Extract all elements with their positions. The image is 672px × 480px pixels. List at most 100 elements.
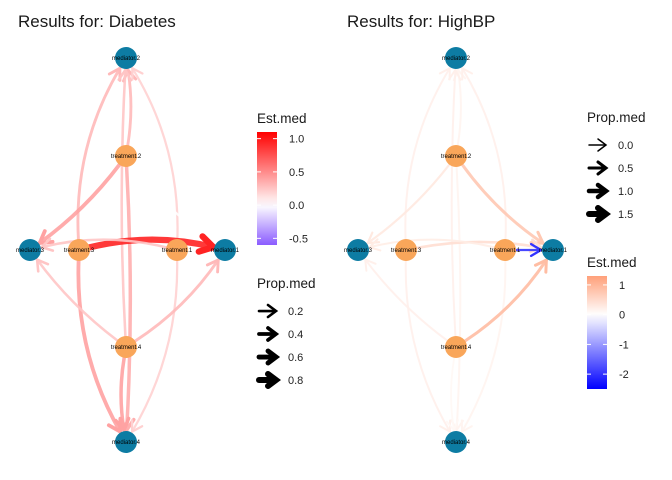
color-scale-bar <box>587 276 607 389</box>
edge-arrowhead <box>448 68 462 81</box>
edge-arrowhead <box>533 257 548 274</box>
node-treatment-3: treatment.3 <box>391 239 422 261</box>
legend-title: Prop.med <box>587 110 646 125</box>
edge-treatment.1-to-mediator.3 <box>367 238 496 252</box>
legend-prop-med: Prop.med 0.2 0.4 0.6 0.8 <box>256 276 316 389</box>
edge-path <box>461 67 507 241</box>
panel-title: Results for: Diabetes <box>18 12 176 31</box>
width-key-label: 1.5 <box>618 209 633 221</box>
edge-arrowhead <box>39 237 55 252</box>
color-scale-label: 0 <box>619 310 625 322</box>
node-label: treatment.1 <box>162 248 193 254</box>
node-treatment-1: treatment.1 <box>490 239 521 261</box>
node-label: treatment.3 <box>64 248 95 254</box>
edge-arrowhead <box>131 66 144 81</box>
edge-treatment.4-to-mediator.3 <box>364 258 449 342</box>
edge-treatment.1-to-mediator.1 <box>514 242 544 258</box>
edge-arrowhead <box>114 416 131 434</box>
legend-title: Prop.med <box>257 276 316 291</box>
edge-path <box>463 258 548 343</box>
mediator-node-circle <box>445 47 467 69</box>
edge-treatment.4-to-mediator.1 <box>463 257 548 343</box>
node-label: treatment.2 <box>111 154 142 160</box>
node-label: mediator.2 <box>442 56 471 62</box>
mediator-node-circle <box>214 239 236 261</box>
legend-est-med: Est.med 1 0 -1 -2 <box>587 255 637 389</box>
edge-path <box>76 259 122 434</box>
width-key-arrow-icon <box>257 303 279 319</box>
edge-path <box>450 356 456 432</box>
edge-treatment.1-to-mediator.4 <box>460 259 507 434</box>
node-mediator-3: mediator.3 <box>16 239 45 261</box>
mediator-node-circle <box>115 431 137 453</box>
width-key-arrow-icon <box>588 138 608 152</box>
treatment-node-circle <box>166 239 188 261</box>
node-treatment-1: treatment.1 <box>162 239 193 261</box>
width-key-label: 0.5 <box>618 163 633 175</box>
node-mediator-2: mediator.2 <box>112 47 141 69</box>
edge-arrowhead <box>438 66 451 81</box>
node-label: mediator.1 <box>211 248 240 254</box>
edge-treatment.4-to-mediator.3 <box>35 257 119 342</box>
edge-path <box>450 68 457 338</box>
mediator-node-circle <box>19 239 41 261</box>
node-treatment-3: treatment.3 <box>64 239 95 261</box>
edge-path <box>460 163 545 245</box>
edge-layer <box>35 65 220 435</box>
treatment-node-circle <box>494 239 516 261</box>
width-key-label: 0.6 <box>288 352 303 364</box>
node-treatment-2: treatment.2 <box>111 145 142 167</box>
mediator-node-circle <box>542 239 564 261</box>
node-mediator-2: mediator.2 <box>442 47 471 69</box>
treatment-node-circle <box>115 336 137 358</box>
node-layer: mediator.2 treatment.2 mediator.3 treatment… <box>16 47 240 453</box>
legend-layer: Prop.med 0.0 0.5 1.0 1.5 Est.med 1 0 -1 -2 <box>586 110 646 389</box>
color-scale-label: 1.0 <box>289 134 304 146</box>
node-label: treatment.1 <box>490 248 521 254</box>
node-label: mediator.3 <box>16 248 45 254</box>
width-key-label: 0.0 <box>618 140 633 152</box>
edge-path <box>133 258 220 343</box>
edge-path <box>124 165 133 432</box>
edge-path <box>404 67 451 241</box>
edge-path <box>120 68 127 338</box>
edge-arrowhead <box>195 233 220 255</box>
node-layer: mediator.2 treatment.2 mediator.3 treatment… <box>344 47 568 453</box>
edge-arrowhead <box>529 242 544 258</box>
edge-treatment.1-to-mediator.2 <box>461 66 507 241</box>
color-scale-label: 0.0 <box>289 200 304 212</box>
width-key-arrow-icon <box>586 205 611 223</box>
edge-treatment.4-to-mediator.2 <box>117 67 133 338</box>
edge-path <box>461 259 507 433</box>
edge-arrowhead <box>130 419 144 434</box>
node-mediator-3: mediator.3 <box>344 239 373 261</box>
width-key-arrow-icon <box>256 348 281 366</box>
edge-treatment.3-to-mediator.2 <box>404 66 451 241</box>
edge-arrowhead <box>445 418 459 432</box>
width-key-arrow-icon <box>586 182 610 200</box>
width-key-label: 0.8 <box>288 375 303 387</box>
color-scale-label: -0.5 <box>289 233 308 245</box>
width-key-label: 1.0 <box>618 186 633 198</box>
node-label: mediator.4 <box>442 440 471 446</box>
edge-arrowhead <box>364 258 377 272</box>
edge-treatment.4-to-mediator.1 <box>133 257 220 343</box>
node-treatment-4: treatment.4 <box>111 336 142 358</box>
edge-arrowhead <box>35 257 50 273</box>
edge-path <box>364 258 449 342</box>
edge-treatment.4-to-mediator.2 <box>448 68 462 338</box>
edge-path <box>366 163 451 245</box>
node-treatment-2: treatment.2 <box>441 145 472 167</box>
color-scale-bar <box>257 132 277 245</box>
edge-arrowhead <box>205 257 220 274</box>
edge-treatment.1-to-mediator.2 <box>131 66 179 241</box>
mediator-node-circle <box>445 431 467 453</box>
legend-prop-med: Prop.med 0.0 0.5 1.0 1.5 <box>586 110 646 223</box>
edge-treatment.4-to-mediator.4 <box>445 356 459 432</box>
color-scale-label: -1 <box>619 339 629 351</box>
color-scale-label: -2 <box>619 369 629 381</box>
node-label: treatment.4 <box>441 345 472 351</box>
edge-treatment.1-to-mediator.4 <box>130 259 179 434</box>
node-mediator-4: mediator.4 <box>112 431 141 453</box>
edge-arrowhead <box>460 419 473 434</box>
